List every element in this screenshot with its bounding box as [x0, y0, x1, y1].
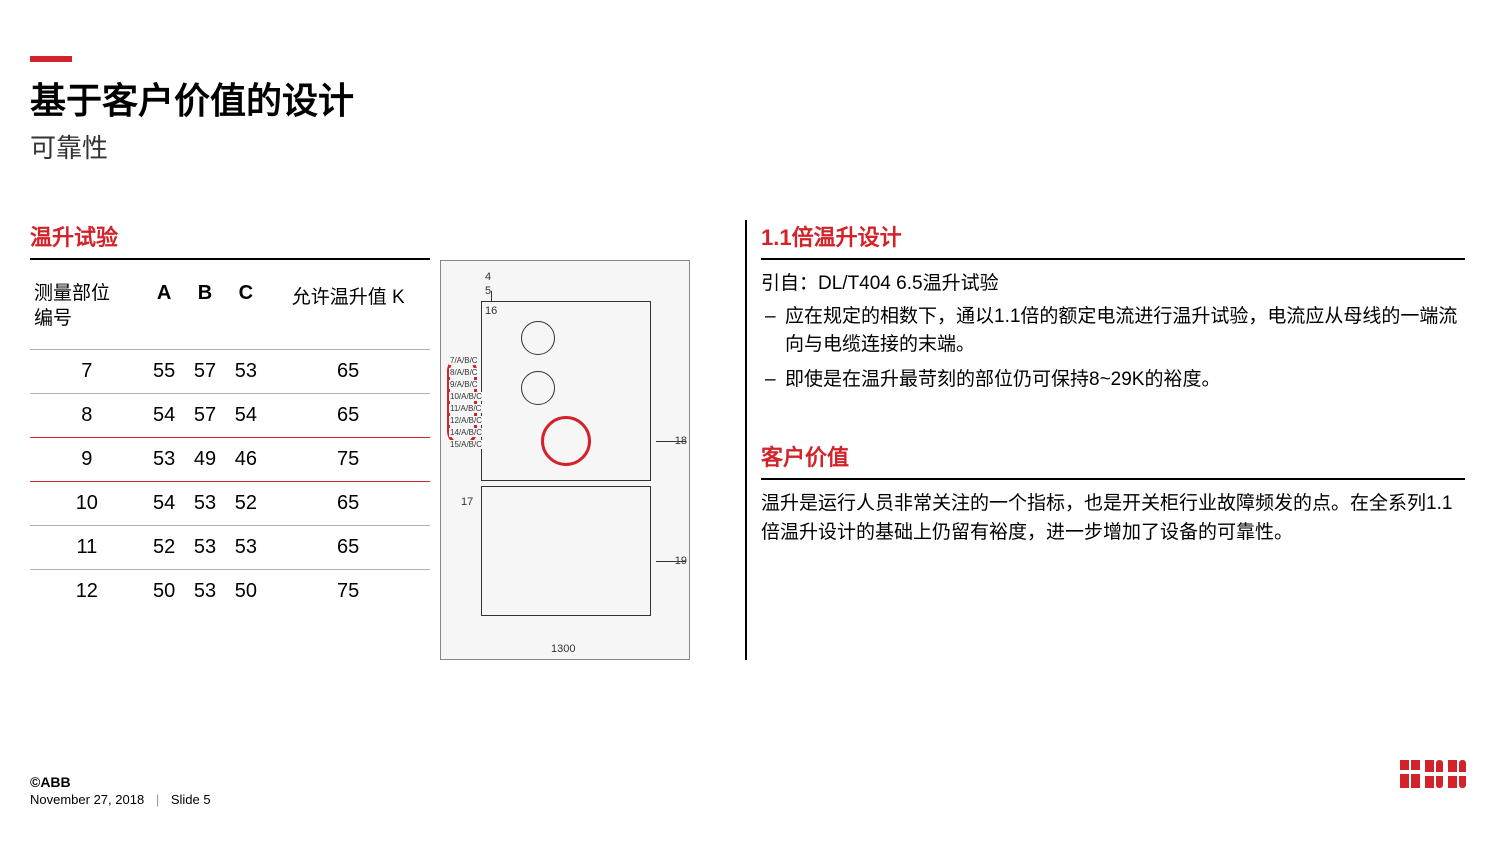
table-cell: 54 — [225, 394, 266, 438]
table-cell: 53 — [144, 438, 185, 482]
diagram-tag: 10/A/B/C — [449, 392, 483, 401]
col-header-k: 允许温升值 K — [266, 272, 430, 350]
col-header-id: 测量部位 编号 — [30, 272, 144, 350]
right-section2-title: 客户价值 — [761, 440, 1465, 480]
col-header-c: C — [225, 272, 266, 350]
table-cell: 57 — [185, 394, 226, 438]
diagram-tag: 7/A/B/C — [449, 356, 479, 365]
bullet-item: 应在规定的相数下，通以1.1倍的额定电流进行温升试验，电流应从母线的一端流向与电… — [761, 303, 1465, 360]
diagram-num: 17 — [461, 496, 473, 508]
bullet-list: 应在规定的相数下，通以1.1倍的额定电流进行温升试验，电流应从母线的一端流向与电… — [761, 303, 1465, 395]
table-cell: 53 — [225, 350, 266, 394]
copyright: ©ABB — [30, 774, 211, 790]
diagram-tag: 12/A/B/C — [449, 416, 483, 425]
right-section1-title: 1.1倍温升设计 — [761, 220, 1465, 260]
diagram-num: 16 — [485, 305, 497, 317]
table-cell: 52 — [225, 482, 266, 526]
table-cell: 11 — [30, 526, 144, 570]
table-cell: 55 — [144, 350, 185, 394]
table-cell: 54 — [144, 394, 185, 438]
table-row: 1054535265 — [30, 482, 430, 526]
left-section-title: 温升试验 — [30, 220, 430, 260]
table-cell: 9 — [30, 438, 144, 482]
table-cell: 46 — [225, 438, 266, 482]
diagram-tag: 11/A/B/C — [449, 404, 482, 413]
col-header-a: A — [144, 272, 185, 350]
table-cell: 8 — [30, 394, 144, 438]
table-cell: 50 — [144, 570, 185, 614]
value-text: 温升是运行人员非常关注的一个指标，也是开关柜行业故障频发的点。在全系列1.1倍温… — [761, 490, 1465, 547]
diagram-num: 4 — [485, 271, 491, 283]
table-cell: 65 — [266, 394, 430, 438]
table-cell: 57 — [185, 350, 226, 394]
table-cell: 49 — [185, 438, 226, 482]
table-cell: 50 — [225, 570, 266, 614]
table-cell: 65 — [266, 350, 430, 394]
diagram-tag: 8/A/B/C — [449, 368, 479, 377]
highlight-circle — [541, 416, 591, 466]
table-cell: 12 — [30, 570, 144, 614]
table-cell: 52 — [144, 526, 185, 570]
table-cell: 75 — [266, 438, 430, 482]
table-row: 1152535365 — [30, 526, 430, 570]
diagram-tag: 15/A/B/C — [449, 440, 483, 449]
left-column: 温升试验 测量部位 编号 A B C 允许温升值 K 7555753658545… — [30, 220, 430, 613]
table-cell: 53 — [185, 526, 226, 570]
bullet-item: 即使是在温升最苛刻的部位仍可保持8~29K的裕度。 — [761, 366, 1465, 395]
table-cell: 65 — [266, 482, 430, 526]
diagram-num: 19 — [675, 555, 687, 567]
table-row: 1250535075 — [30, 570, 430, 614]
col-header-b: B — [185, 272, 226, 350]
table-cell: 53 — [225, 526, 266, 570]
table-cell: 7 — [30, 350, 144, 394]
diagram-tag: 14/A/B/C — [449, 428, 483, 437]
switchgear-diagram: 4 5 16 17 18 19 7/A/B/C 8/A/B/C 9/A/B/C 10/… — [440, 260, 690, 660]
table-cell: 53 — [185, 482, 226, 526]
table-cell: 10 — [30, 482, 144, 526]
table-row: 854575465 — [30, 394, 430, 438]
diagram-num: 18 — [675, 435, 687, 447]
accent-bar — [30, 56, 72, 62]
page-title: 基于客户价值的设计 — [30, 72, 354, 124]
table-cell: 54 — [144, 482, 185, 526]
abb-logo — [1400, 760, 1470, 793]
table-cell: 53 — [185, 570, 226, 614]
diagram-dimension: 1300 — [551, 643, 575, 655]
right-column: 1.1倍温升设计 引自：DL/T404 6.5温升试验 应在规定的相数下，通以1… — [745, 220, 1465, 660]
table-cell: 65 — [266, 526, 430, 570]
footer-slide: Slide 5 — [171, 792, 211, 807]
table-row: 953494675 — [30, 438, 430, 482]
table-row: 755575365 — [30, 350, 430, 394]
temperature-table: 测量部位 编号 A B C 允许温升值 K 755575365854575465… — [30, 272, 430, 613]
diagram-num: 5 — [485, 285, 491, 297]
footer: ©ABB November 27, 2018 | Slide 5 — [30, 774, 211, 807]
intro-text: 引自：DL/T404 6.5温升试验 — [761, 270, 1465, 299]
footer-date: November 27, 2018 — [30, 792, 144, 807]
diagram-tag: 9/A/B/C — [449, 380, 479, 389]
diagram-area: 4 5 16 17 18 19 7/A/B/C 8/A/B/C 9/A/B/C 10/… — [440, 260, 700, 670]
page-subtitle: 可靠性 — [30, 128, 108, 165]
table-cell: 75 — [266, 570, 430, 614]
